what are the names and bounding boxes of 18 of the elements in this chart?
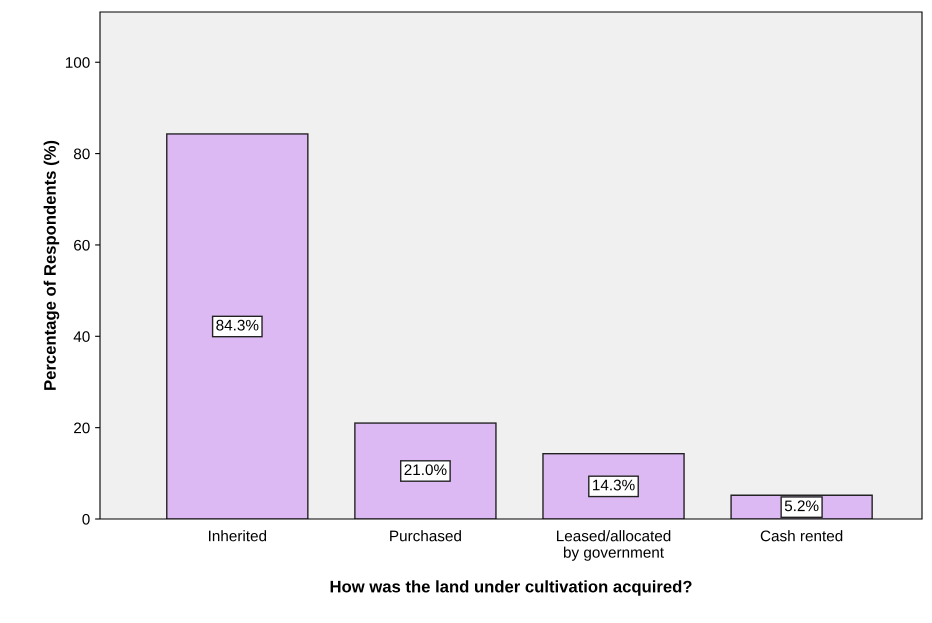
y-tick-label: 40 [74,331,90,342]
x-tick-label: Purchased [390,530,461,542]
x-tick-label: Leased/allocated by government [557,530,670,561]
data-label: 21.0% [404,464,447,476]
x-tick-label: Cash rented [760,530,842,542]
data-label: 84.3% [216,320,258,331]
y-tick-label: 100 [66,57,90,68]
y-axis-title: Percentage of Respondents (%) [44,140,60,390]
bar [354,422,497,519]
y-tick-label: 60 [74,240,90,251]
bar [166,133,309,519]
x-tick-label: Inherited [209,530,266,542]
x-axis-title: How was the land under cultivation acquired? [330,580,692,596]
data-label: 14.3% [593,480,635,490]
y-tick-label: 80 [74,148,90,160]
y-tick-label: 20 [74,422,90,434]
data-label: 5.2% [784,500,818,512]
y-tick-label: 0 [82,514,90,525]
